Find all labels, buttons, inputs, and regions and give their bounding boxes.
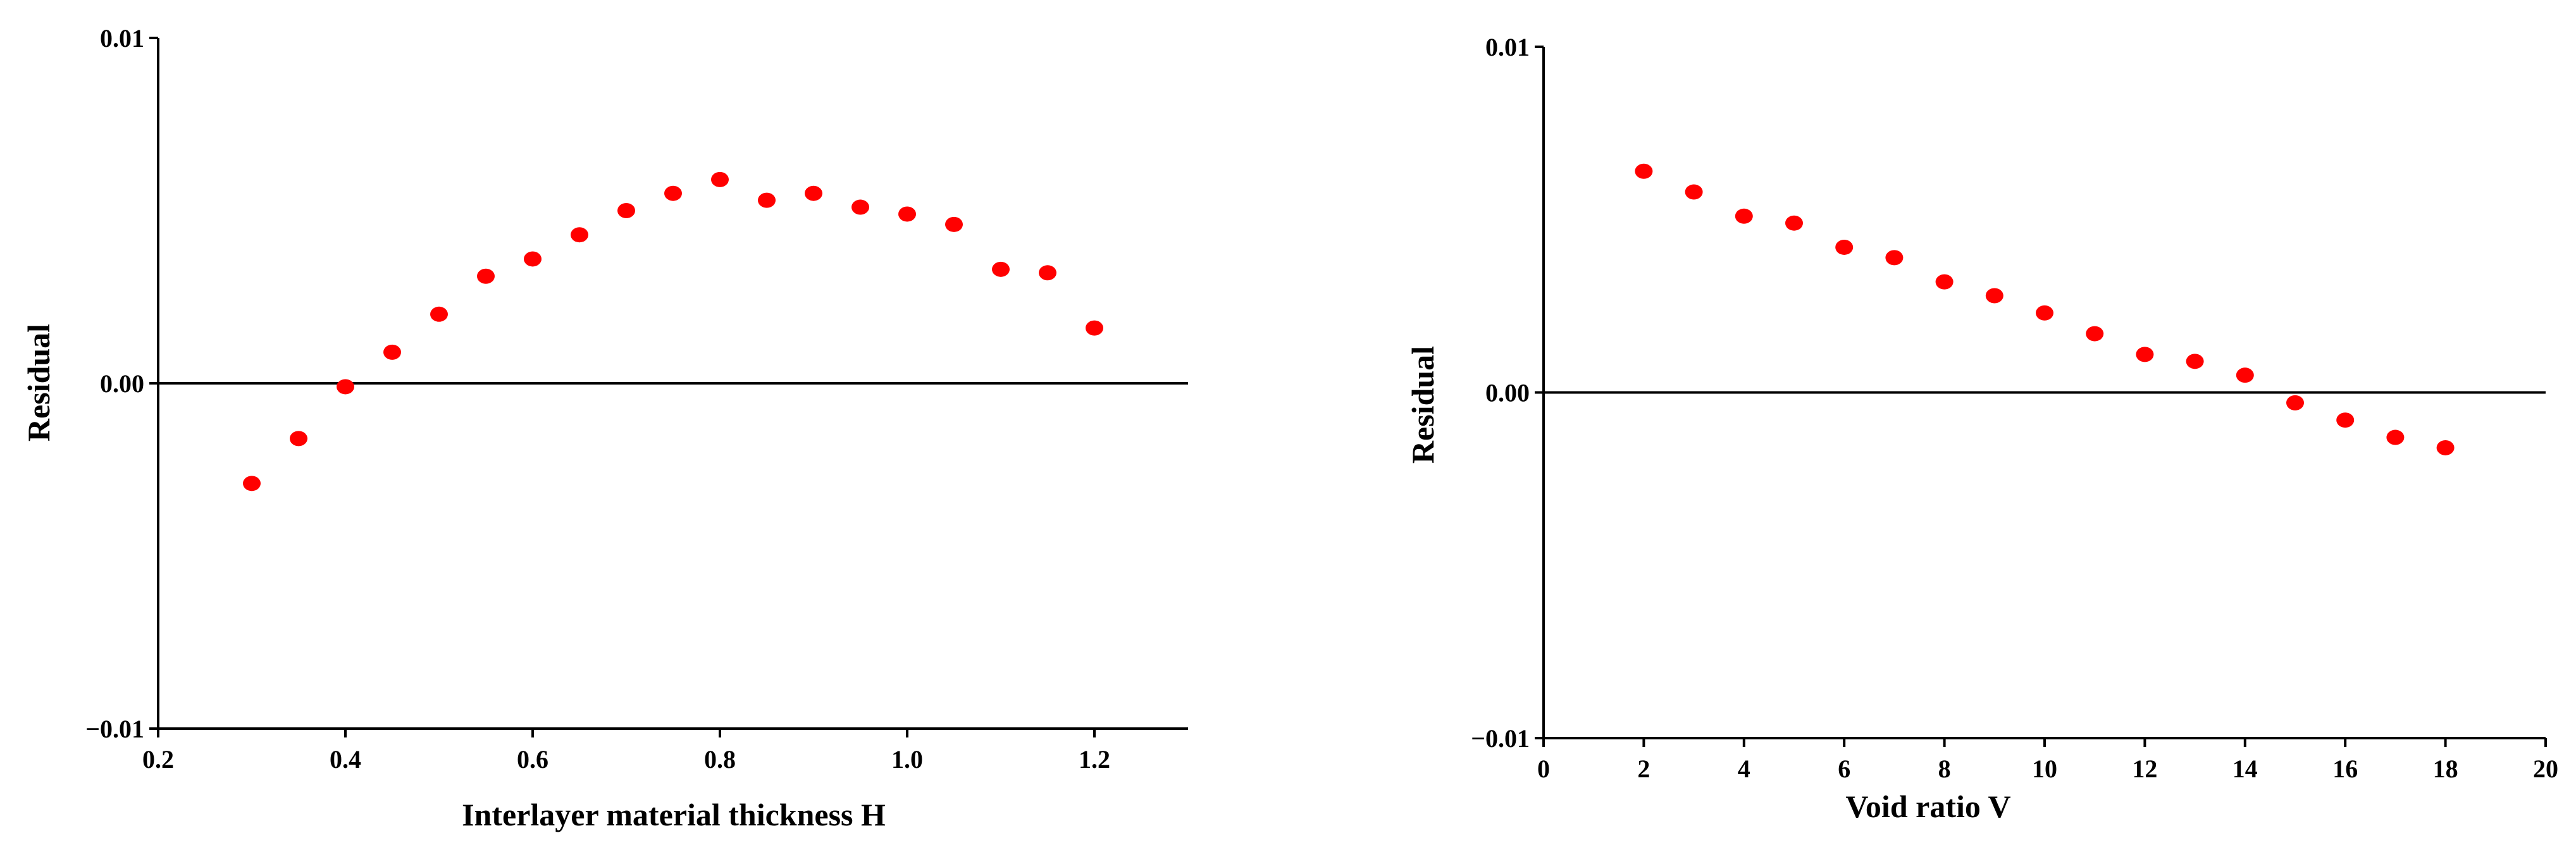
data-point xyxy=(2186,354,2204,369)
data-point xyxy=(2436,440,2455,455)
y-tick-label: −0.01 xyxy=(85,715,144,743)
data-point xyxy=(383,344,401,360)
residual-chart-void-ratio: 0 2 4 6 8 10 12 14 16 18 20 0.01 0.00 −0.01 Void rati… xyxy=(1288,0,2576,845)
data-point xyxy=(430,306,448,322)
data-point xyxy=(992,261,1010,277)
x-tick-label: 14 xyxy=(2232,755,2258,783)
y-axis-title: Residual xyxy=(21,324,56,441)
data-point xyxy=(617,203,635,218)
data-point xyxy=(711,171,729,187)
x-tick-label: 12 xyxy=(2132,755,2157,783)
data-point xyxy=(1086,320,1103,336)
x-tick-label: 18 xyxy=(2433,755,2458,783)
data-point xyxy=(851,199,869,215)
x-tick-label: 1.2 xyxy=(1079,745,1110,774)
data-point xyxy=(2336,412,2355,428)
y-tick-label: 0.00 xyxy=(100,369,144,398)
x-tick-label: 16 xyxy=(2332,755,2358,783)
data-point xyxy=(1885,250,1904,266)
data-point xyxy=(524,251,542,267)
residual-chart-thickness: 0.2 0.4 0.6 0.8 1.0 1.2 0.01 0.00 −0.01 Interlay… xyxy=(21,24,1188,832)
data-point xyxy=(571,227,588,243)
data-point xyxy=(477,268,495,284)
y-tick-label: 0.00 xyxy=(1485,379,1530,407)
data-point xyxy=(337,379,354,395)
x-tick-label: 20 xyxy=(2533,755,2558,783)
data-point xyxy=(1635,163,1653,179)
x-tick-label: 1.0 xyxy=(891,745,923,774)
x-tick-label: 4 xyxy=(1738,755,1750,783)
data-point xyxy=(1985,288,2003,304)
data-point xyxy=(898,206,916,222)
data-point xyxy=(2036,305,2053,321)
data-point xyxy=(243,476,261,491)
data-point xyxy=(2386,429,2405,445)
data-point xyxy=(2286,395,2304,410)
x-axis-title: Interlayer material thickness H xyxy=(462,797,886,832)
data-point xyxy=(945,216,963,232)
x-tick-label: 6 xyxy=(1838,755,1850,783)
data-point xyxy=(2236,367,2254,383)
x-tick-label: 2 xyxy=(1637,755,1650,783)
data-point xyxy=(1835,239,1854,255)
data-point xyxy=(1039,265,1056,281)
x-tick-label: 0.4 xyxy=(330,745,361,774)
chart-svg-thickness: 0.2 0.4 0.6 0.8 1.0 1.2 0.01 0.00 −0.01 Interlay… xyxy=(21,24,1188,832)
y-tick-label: −0.01 xyxy=(1471,724,1530,753)
x-tick-label: 8 xyxy=(1938,755,1951,783)
data-point xyxy=(758,192,776,208)
y-axis-title: Residual xyxy=(1405,346,1440,464)
scatter-points: 0 2 4 6 8 10 12 14 16 18 20 0.01 0.00 −0.01 xyxy=(1471,33,2558,783)
data-point xyxy=(1685,184,1703,200)
y-tick-label: 0.01 xyxy=(1485,33,1530,61)
x-axis-title: Void ratio V xyxy=(1845,789,2010,824)
x-tick-label: 10 xyxy=(2032,755,2057,783)
scatter-points: 0.2 0.4 0.6 0.8 1.0 1.2 0.01 0.00 −0.01 xyxy=(85,24,1188,774)
data-point xyxy=(2086,326,2104,342)
data-point xyxy=(805,185,822,201)
x-tick-label: 0 xyxy=(1537,755,1550,783)
data-point xyxy=(290,431,307,447)
x-tick-label: 0.8 xyxy=(704,745,736,774)
y-tick-label: 0.01 xyxy=(100,24,144,52)
data-point xyxy=(1935,274,1954,290)
data-point xyxy=(2136,347,2154,362)
x-tick-label: 0.2 xyxy=(142,745,174,774)
chart-svg-void-ratio: 0 2 4 6 8 10 12 14 16 18 20 0.01 0.00 −0.01 Void rati… xyxy=(1405,33,2558,824)
x-tick-label: 0.6 xyxy=(517,745,548,774)
data-point xyxy=(1785,215,1803,231)
data-point xyxy=(664,185,682,201)
data-point xyxy=(1735,208,1753,224)
